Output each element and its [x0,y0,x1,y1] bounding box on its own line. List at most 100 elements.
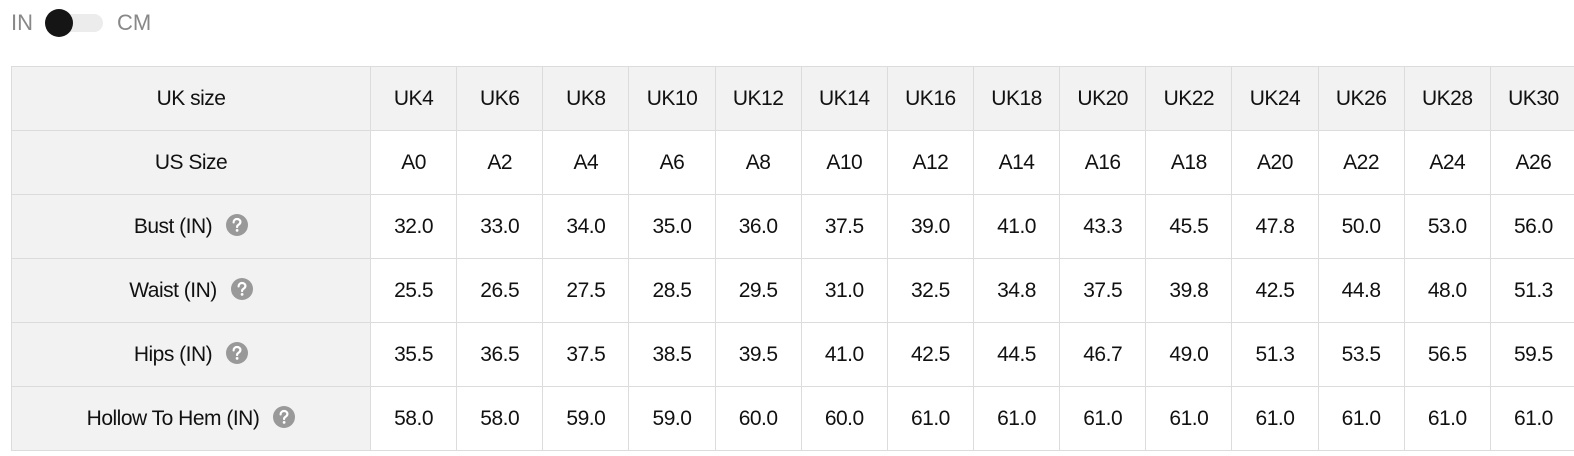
table-cell: 27.5 [542,258,630,323]
cell-text: 44.8 [1341,278,1381,302]
table-cell: UK8 [542,66,630,131]
table-cell: 51.3 [1231,322,1319,387]
table-cell: 29.5 [714,258,802,323]
cell-text: 58.0 [480,406,520,430]
cell-text: 41.0 [824,342,864,366]
table-cell: 28.5 [628,258,716,323]
cell-text: 39.5 [738,342,778,366]
cell-text: 32.0 [394,214,433,238]
cell-text: 58.0 [394,406,433,430]
cell-text: A14 [998,150,1035,174]
table-cell: UK16 [886,66,974,131]
table-cell: 32.5 [886,258,974,323]
cell-text: UK18 [991,86,1042,110]
table-cell: A12 [886,130,974,195]
cell-text: 32.5 [910,278,950,302]
cell-text: 46.7 [1083,342,1123,366]
table-cell: A26 [1489,130,1574,195]
unit-switch[interactable] [45,9,103,37]
table-cell: 43.3 [1059,194,1147,259]
table-cell: 39.8 [1145,258,1233,323]
row-label: Bust (IN) [133,214,213,238]
table-cell: UK4 [369,66,458,131]
cell-text: A24 [1429,150,1466,174]
cell-text: 33.0 [480,214,520,238]
cell-text: A18 [1170,150,1207,174]
help-icon[interactable] [273,406,296,429]
table-cell: UK14 [800,66,888,131]
cell-text: A4 [573,150,599,174]
table-cell: A2 [456,130,544,195]
table-row: Bust (IN) 32.0 33.0 34.0 35.0 36.0 37.5 39.0 41.… [11,194,1574,259]
table-cell: A24 [1403,130,1491,195]
cell-text: 47.8 [1255,214,1295,238]
table-cell: 34.0 [542,194,630,259]
table-cell: 35.0 [628,194,716,259]
table-row: Hollow To Hem (IN) 58.0 58.0 59.0 59.0 60.0 60… [11,386,1574,451]
table-cell: 58.0 [369,386,458,451]
cell-text: 49.0 [1169,342,1209,366]
cell-text: 45.5 [1169,214,1209,238]
cell-text: 53.5 [1341,342,1381,366]
table-cell: A22 [1317,130,1405,195]
cell-text: 61.0 [1169,406,1209,430]
unit-toggle[interactable]: IN CM [11,8,151,38]
cell-text: 25.5 [394,278,433,302]
table-cell: 61.0 [1489,386,1574,451]
table-cell: UK24 [1231,66,1319,131]
cell-text: 61.0 [997,406,1036,430]
help-icon[interactable] [226,342,249,365]
table-cell: 36.0 [714,194,802,259]
unit-label-cm[interactable]: CM [117,10,152,35]
help-icon[interactable] [230,278,253,301]
row-label: US Size [154,150,228,174]
cell-text: 56.5 [1427,342,1467,366]
table-cell: 59.0 [542,386,630,451]
cell-text: 34.0 [566,214,606,238]
cell-text: 35.5 [394,342,433,366]
table-cell: 39.0 [886,194,974,259]
table-cell: UK6 [456,66,544,131]
cell-text: 43.3 [1083,214,1123,238]
table-cell: 37.5 [542,322,630,387]
cell-text: UK22 [1163,86,1215,110]
row-label-cell: Waist (IN) [11,258,371,323]
table-row: Hips (IN) 35.5 36.5 37.5 38.5 39.5 41.0 42.5 44.… [11,322,1574,387]
cell-text: 41.0 [997,214,1036,238]
table-cell: 39.5 [714,322,802,387]
cell-text: 60.0 [738,406,778,430]
cell-text: 35.0 [652,214,692,238]
cell-text: 42.5 [1255,278,1295,302]
cell-text: 37.5 [1083,278,1123,302]
cell-text: 61.0 [910,406,950,430]
row-label-cell: Hollow To Hem (IN) [11,386,371,451]
table-cell: 61.0 [1403,386,1491,451]
table-cell: 56.0 [1489,194,1574,259]
unit-label-in[interactable]: IN [11,10,33,35]
table-cell: 53.5 [1317,322,1405,387]
table-cell: 53.0 [1403,194,1491,259]
cell-text: 61.0 [1427,406,1467,430]
table-cell: 50.0 [1317,194,1405,259]
table-cell: A4 [542,130,630,195]
table-cell: UK30 [1489,66,1574,131]
cell-text: UK20 [1077,86,1128,110]
cell-text: A6 [659,150,685,174]
table-cell: 51.3 [1489,258,1574,323]
cell-text: 59.0 [652,406,692,430]
table-cell: UK12 [714,66,802,131]
table-cell: 61.0 [1059,386,1147,451]
size-table-wrapper: UK size UK4 UK6 UK8 UK10 UK12 UK14 UK16 UK18 UK20… [11,66,1574,451]
cell-text: A12 [912,150,949,174]
row-label-cell: US Size [11,130,371,195]
table-cell: 44.5 [972,322,1061,387]
help-icon[interactable] [226,214,249,237]
table-cell: A8 [714,130,802,195]
table-cell: 38.5 [628,322,716,387]
cell-text: 48.0 [1427,278,1467,302]
table-cell: 36.5 [456,322,544,387]
table-cell: 56.5 [1403,322,1491,387]
row-label-cell: Hips (IN) [11,322,371,387]
table-cell: 46.7 [1059,322,1147,387]
